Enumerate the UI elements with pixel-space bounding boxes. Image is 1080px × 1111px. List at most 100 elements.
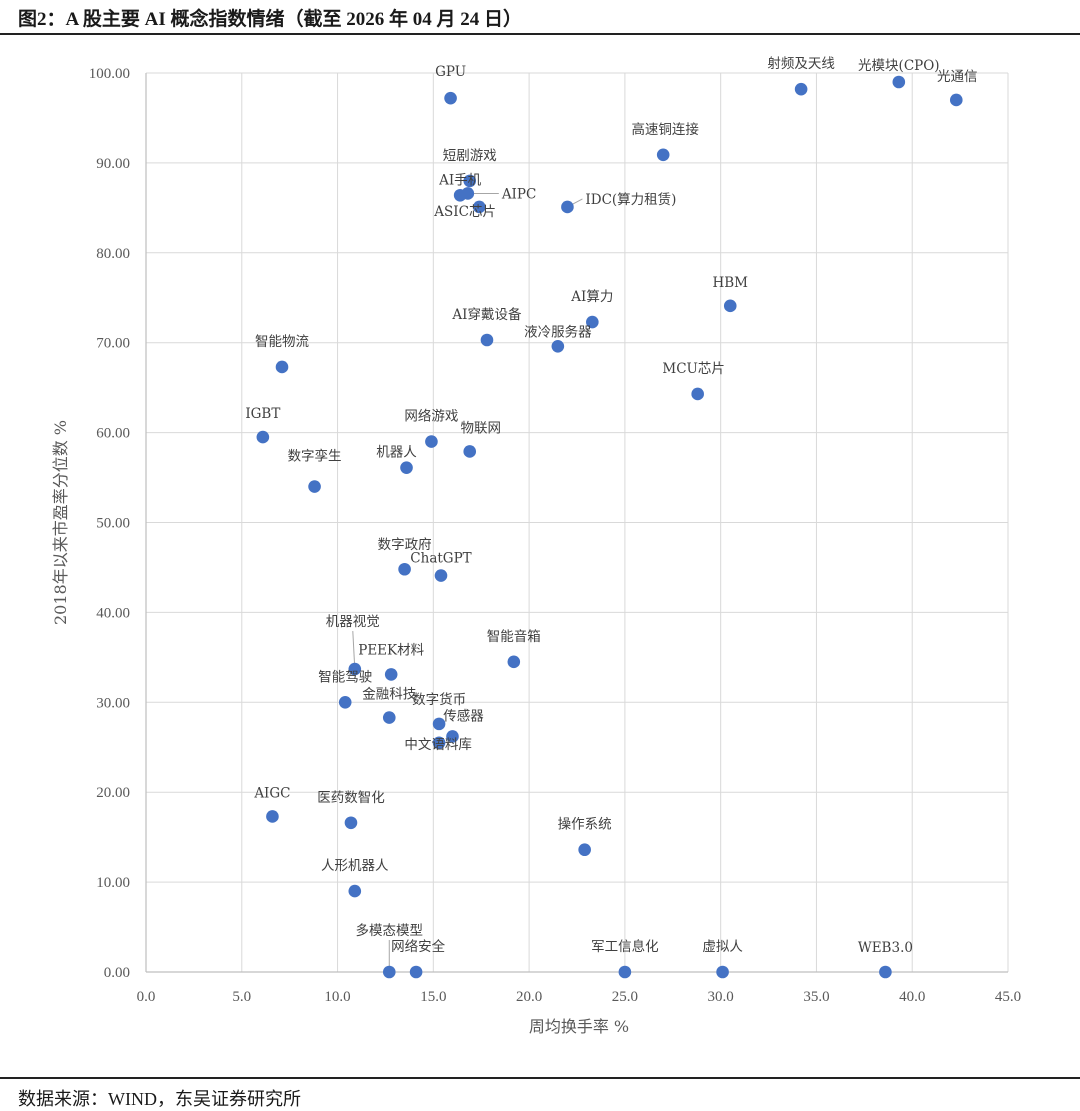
x-tick-label: 35.0 — [803, 989, 829, 1005]
x-tick-label: 5.0 — [232, 989, 251, 1005]
point-label: AI算力 — [570, 289, 613, 305]
point-label: 智能驾驶 — [318, 669, 372, 685]
scatter-point — [480, 333, 494, 347]
scatter-point — [434, 569, 448, 582]
point-label: IGBT — [245, 406, 280, 422]
x-tick-label: 45.0 — [995, 989, 1021, 1005]
point-label: 光通信 — [937, 69, 978, 85]
point-label: 医药数智化 — [317, 790, 385, 806]
gridlines — [146, 72, 1009, 972]
scatter-point — [892, 75, 906, 89]
scatter-point — [348, 884, 362, 898]
x-tick-label: 30.0 — [708, 989, 734, 1005]
scatter-point — [400, 461, 413, 474]
y-tick-label: 80.00 — [96, 246, 130, 262]
point-label: 金融科技 — [362, 687, 416, 703]
point-label: 物联网 — [460, 420, 501, 436]
scatter-point — [691, 387, 704, 401]
x-axis-title: 周均换手率 % — [529, 1017, 629, 1036]
scatter-point — [463, 174, 477, 188]
point-label: 传感器 — [443, 707, 484, 724]
scatter-point — [463, 445, 477, 458]
scatter-point — [382, 965, 396, 979]
axes — [145, 73, 1008, 973]
point-label: 军工信息化 — [591, 938, 659, 955]
point-label: 数字货币 — [412, 691, 466, 708]
x-tick-label: 0.0 — [137, 989, 156, 1005]
x-tick-label: 20.0 — [516, 989, 542, 1005]
point-label: 短剧游戏 — [443, 148, 497, 164]
point-label: 光模块(CPO) — [858, 58, 940, 74]
scatter-point — [384, 668, 398, 681]
y-tick-label: 0.00 — [104, 965, 130, 981]
x-tick-label: 25.0 — [612, 989, 638, 1005]
scatter-point — [551, 339, 565, 353]
x-tick-label: 15.0 — [420, 989, 446, 1005]
scatter-point — [432, 736, 446, 750]
point-label: IDC(算力租赁) — [585, 192, 676, 208]
y-tick-label: 30.00 — [96, 695, 130, 711]
point-label: 机器视觉 — [326, 614, 380, 630]
scatter-point — [473, 200, 486, 214]
bottom-divider — [0, 1077, 1080, 1079]
y-tick-label: 90.00 — [96, 156, 130, 172]
scatter-point — [618, 965, 632, 979]
figure-title: 图2：A 股主要 AI 概念指数情绪（截至 2026 年 04 月 24 日） — [18, 9, 523, 30]
point-label: ChatGPT — [410, 551, 471, 567]
scatter-point — [716, 965, 729, 979]
scatter-point — [444, 91, 457, 105]
y-tick-label: 60.00 — [96, 426, 130, 442]
point-label: AIGC — [253, 785, 290, 801]
scatter-point — [344, 816, 358, 830]
tick-labels: 0.0 5.0 10.0 15.0 20.0 25.0 30.0 35.0 40.0 45.0 0.… — [89, 66, 1021, 1005]
point-label: 智能物流 — [255, 334, 309, 350]
scatter-point — [586, 315, 599, 329]
scatter-point — [723, 299, 737, 313]
point-label: GPU — [435, 64, 466, 80]
point-label: 虚拟人 — [702, 939, 743, 955]
point-label: 网络游戏 — [404, 409, 458, 425]
scatter-point — [308, 480, 321, 493]
scatter-point — [578, 843, 591, 857]
scatter-point — [794, 82, 808, 96]
point-label: 液冷服务器 — [524, 324, 592, 340]
y-tick-label: 10.00 — [96, 875, 130, 891]
source-note: 数据来源：WIND，东吴证券研究所 — [18, 1089, 301, 1109]
point-label: 高速铜连接 — [631, 121, 699, 138]
scatter-point — [446, 730, 459, 743]
scatter-point — [949, 93, 963, 107]
scatter-point — [656, 148, 670, 162]
scatter-point — [461, 187, 475, 200]
scatter-point — [409, 965, 423, 979]
scatter-point — [266, 810, 279, 823]
point-label: HBM — [712, 275, 748, 291]
x-tick-label: 10.0 — [324, 989, 350, 1005]
y-tick-label: 50.00 — [96, 516, 130, 532]
y-tick-label: 40.00 — [96, 605, 130, 621]
point-label: AI穿戴设备 — [451, 306, 522, 323]
point-label: 人形机器人 — [321, 858, 389, 874]
y-axis-title: 2018年以来市盈率分位数 % — [51, 420, 70, 625]
scatter-point — [348, 662, 362, 676]
y-tick-label: 100.00 — [89, 66, 130, 82]
point-label: 智能音箱 — [487, 628, 541, 645]
point-label: WEB3.0 — [858, 940, 913, 956]
x-tick-label: 40.0 — [899, 989, 925, 1005]
label-leader-line — [352, 631, 356, 670]
y-tick-label: 70.00 — [96, 336, 130, 352]
scatter-point — [382, 711, 396, 724]
point-label: 中文语料库 — [404, 737, 472, 753]
scatter-point — [561, 200, 574, 214]
point-label: ASIC芯片 — [433, 204, 496, 220]
top-divider — [0, 33, 1080, 35]
point-label: PEEK材料 — [358, 642, 424, 658]
data-points — [256, 75, 963, 979]
point-label: MCU芯片 — [662, 361, 725, 377]
point-label: 数字政府 — [378, 537, 432, 553]
point-label: AIPC — [501, 186, 537, 202]
scatter-point — [432, 717, 446, 731]
scatter-point — [425, 435, 438, 448]
point-label: 机器人 — [376, 445, 417, 461]
scatter-point — [275, 360, 289, 374]
